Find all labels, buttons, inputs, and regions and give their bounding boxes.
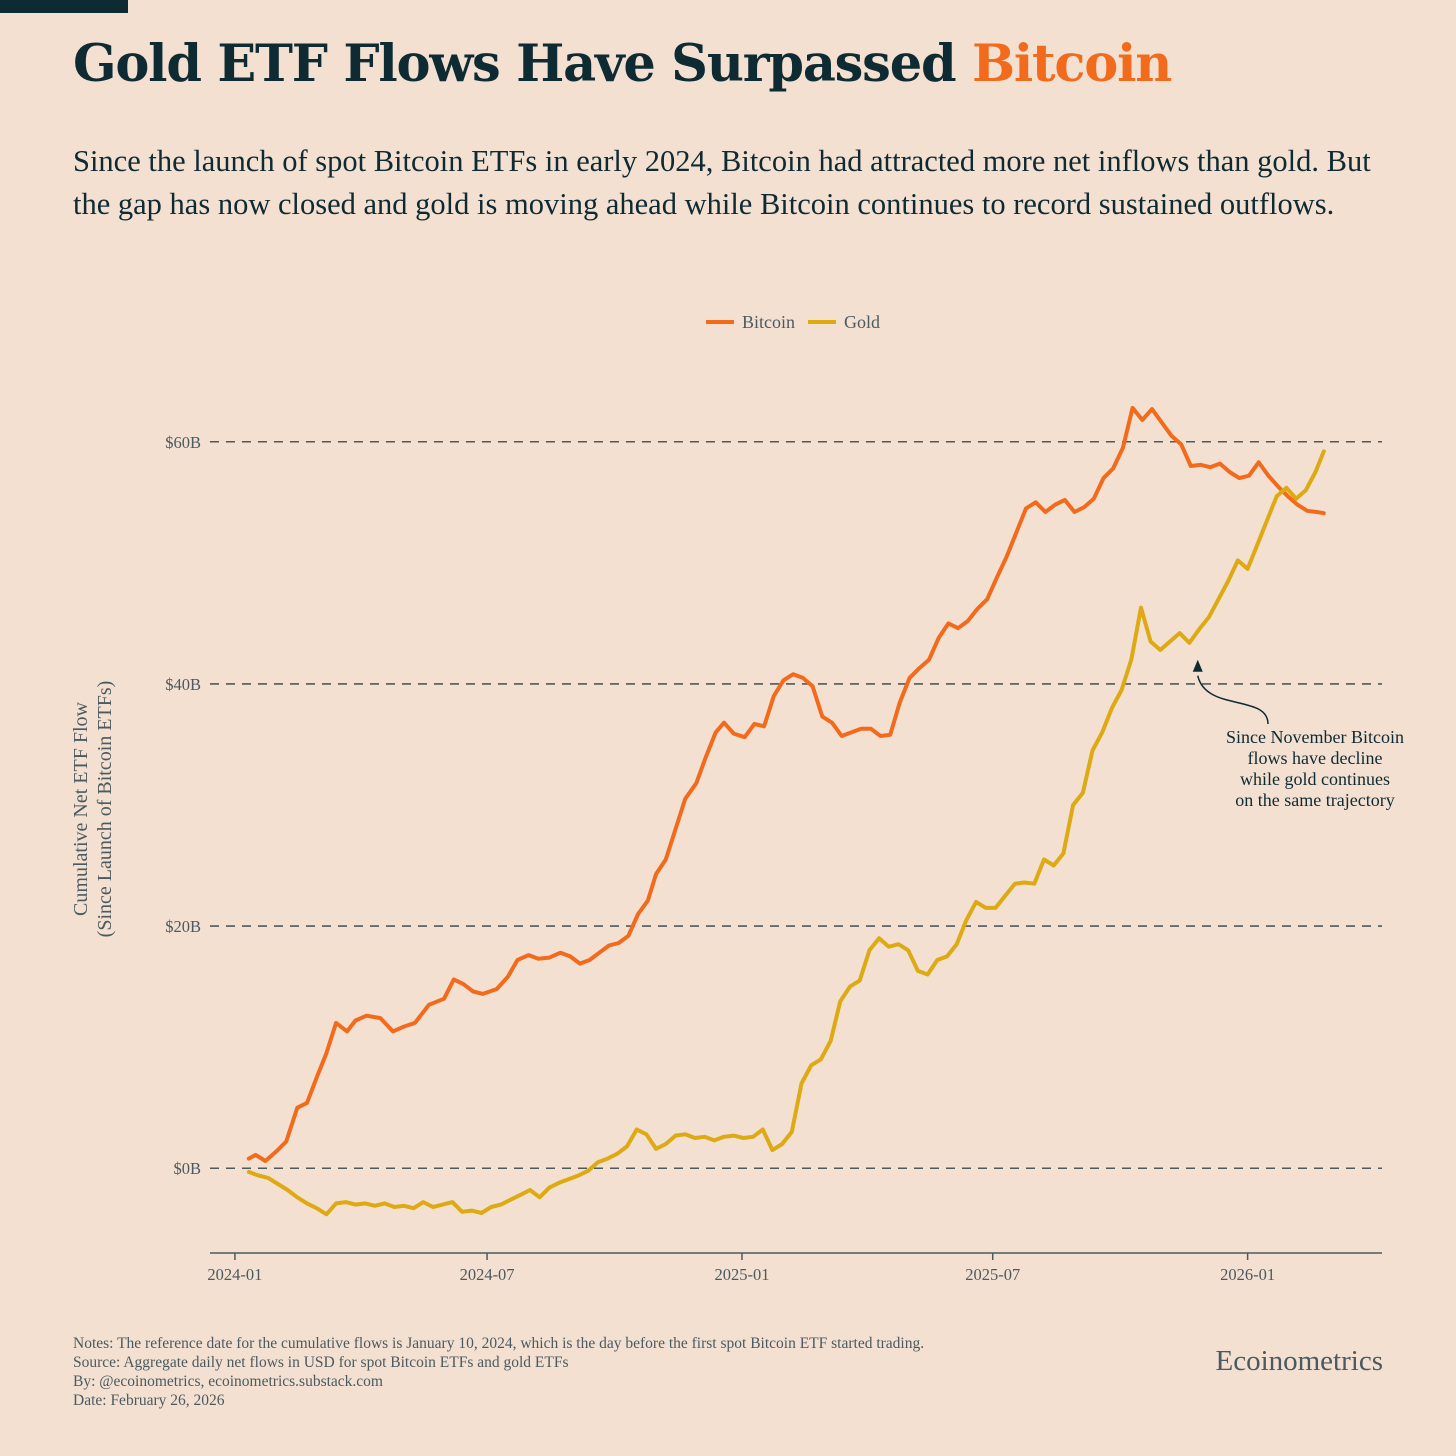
x-tick-label: 2024-07 [460, 1265, 515, 1284]
legend: Bitcoin Gold [706, 312, 880, 332]
x-tick-label: 2025-01 [714, 1265, 769, 1284]
annotation-text: Since November Bitcoin flows have decline… [1226, 727, 1404, 810]
series-line-gold [246, 449, 1326, 1217]
series-line-bitcoin [246, 405, 1326, 1163]
annotation-text-line: on the same trajectory [1235, 790, 1394, 810]
x-tick-label: 2026-01 [1220, 1265, 1275, 1284]
footer-notes: Notes: The reference date for the cumula… [73, 1334, 924, 1410]
legend-label-gold: Gold [844, 312, 880, 332]
footer-notes-line: Notes: The reference date for the cumula… [73, 1335, 925, 1352]
y-axis-title-line: Cumulative Net ETF Flow [70, 702, 92, 916]
title-main: Gold ETF Flows Have Surpassed [73, 34, 957, 94]
annotation-text-line: flows have decline [1248, 748, 1383, 768]
y-axis-ticks: $0B $20B $40B $60B [165, 433, 201, 1178]
annotation-text-line: while gold continues [1240, 769, 1390, 789]
annotation-text-line: Since November Bitcoin [1226, 727, 1404, 747]
annotation-arrow-line [1197, 675, 1269, 725]
x-tick-label: 2025-07 [965, 1265, 1020, 1284]
annotation-arrowhead [1192, 659, 1203, 672]
y-tick-label: $40B [165, 675, 201, 694]
y-tick-label: $60B [165, 433, 201, 452]
y-tick-label: $20B [165, 917, 201, 936]
series-lines [246, 405, 1326, 1217]
corner-accent-bar [0, 0, 128, 13]
annotation: Since November Bitcoin flows have decline… [1192, 659, 1404, 810]
y-axis-label: Cumulative Net ETF Flow (Since Launch of … [70, 681, 116, 938]
title-highlight: Bitcoin [971, 34, 1172, 94]
gridlines [210, 440, 1382, 1170]
y-tick-label: $0B [173, 1159, 201, 1178]
y-axis-title: Cumulative Net ETF Flow (Since Launch of … [70, 681, 116, 938]
chart-subtitle: Since the launch of spot Bitcoin ETFs in… [73, 144, 1371, 221]
legend-label-bitcoin: Bitcoin [742, 312, 795, 332]
y-axis-title-line: (Since Launch of Bitcoin ETFs) [94, 681, 116, 938]
x-axis: 2024-01 2024-07 2025-01 2025-07 2026-01 [207, 1252, 1382, 1284]
footer-source-line: Source: Aggregate daily net flows in USD… [73, 1354, 569, 1371]
brand-logo-text: Ecoinometrics [1215, 1345, 1383, 1377]
chart-title: Gold ETF Flows Have Surpassed Bitcoin [73, 34, 1172, 94]
footer-by-line: By: @ecoinometrics, ecoinometrics.substa… [73, 1373, 383, 1390]
x-tick-label: 2024-01 [207, 1265, 262, 1284]
footer-date-line: Date: February 26, 2026 [73, 1392, 225, 1409]
